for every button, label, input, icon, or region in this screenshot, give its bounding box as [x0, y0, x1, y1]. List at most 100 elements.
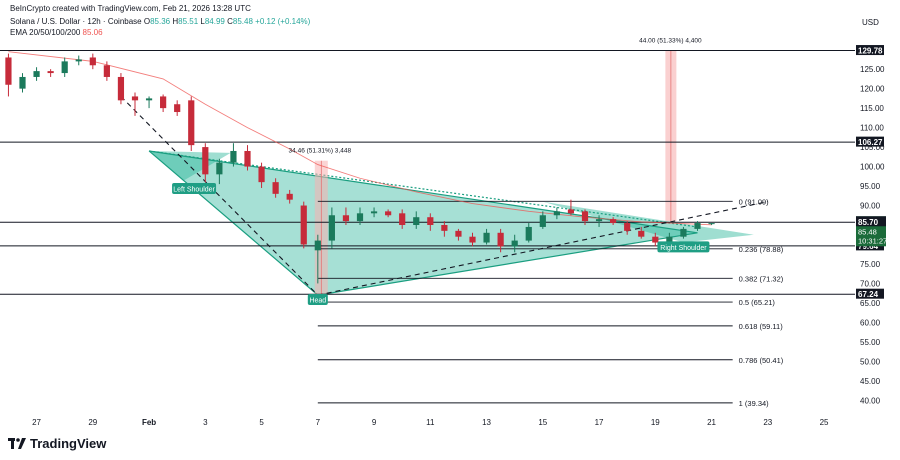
y-tick-12: 100.00 [860, 163, 885, 172]
candle-body-1 [19, 76, 26, 89]
price-tag-top-bg [856, 216, 886, 227]
x-tick-5: 7 [316, 418, 321, 427]
y-tick-13: 105.00 [860, 143, 885, 152]
y-tick-14: 110.00 [860, 124, 884, 133]
y-tick-5: 65.00 [860, 299, 881, 308]
candle-body-22 [314, 240, 321, 251]
x-tick-6: 9 [372, 418, 377, 427]
candle-body-3 [47, 71, 54, 74]
ema-value: 85.06 [82, 28, 103, 37]
x-tick-13: 23 [763, 418, 772, 427]
y-tick-4: 60.00 [860, 318, 881, 327]
candle-body-6 [89, 57, 96, 66]
y-tick-7: 75.00 [860, 260, 881, 269]
x-tick-2: Feb [142, 418, 156, 427]
candle-body-21 [300, 205, 307, 245]
candle-body-43 [610, 219, 617, 224]
fib-label-2: 0.382 (71.32) [739, 274, 784, 283]
level-tag-1-bg [856, 136, 884, 147]
x-tick-9: 15 [538, 418, 547, 427]
candle-body-20 [286, 193, 293, 200]
candle-body-7 [103, 65, 110, 77]
candle-body-13 [188, 100, 195, 146]
y-tick-11: 95.00 [860, 182, 881, 191]
y-tick-0: 40.00 [860, 396, 881, 405]
ohlc-high-label: H [172, 17, 179, 26]
y-tick-2: 50.00 [860, 357, 881, 366]
candle-body-30 [427, 217, 434, 225]
x-tick-14: 25 [820, 418, 829, 427]
candle-body-15 [216, 162, 223, 175]
candle-body-12 [174, 104, 181, 113]
candle-body-50 [708, 223, 715, 225]
left-dashed-trendline [120, 96, 319, 296]
fib-label-3: 0.5 (65.21) [739, 298, 776, 307]
candle-body-35 [497, 232, 504, 247]
level-tag-3: 67.24 [858, 290, 879, 299]
ohlc-change: +0.12 (+0.14%) [255, 17, 311, 26]
fib-label-0: 0 (91.09) [739, 197, 770, 206]
candle-body-33 [469, 236, 476, 243]
candle-body-18 [258, 166, 265, 183]
fib-label-1: 0.236 (78.88) [739, 245, 784, 254]
candle-body-36 [511, 240, 518, 247]
ohlc-close-label: C [227, 17, 233, 26]
candle-body-31 [441, 225, 448, 231]
y-tick-1: 45.00 [860, 377, 881, 386]
candle-body-49 [694, 223, 701, 229]
candle-body-10 [145, 98, 153, 101]
level-tag-3-bg [856, 288, 884, 299]
x-tick-0: 27 [32, 418, 41, 427]
x-tick-7: 11 [426, 418, 435, 427]
candle-body-24 [342, 215, 350, 222]
head-label-bg [307, 293, 328, 305]
ohlc-open-label: O [143, 17, 151, 26]
candle-body-42 [595, 219, 603, 222]
candle-body-46 [652, 236, 659, 243]
x-tick-8: 13 [482, 418, 491, 427]
y-tick-6: 70.00 [860, 279, 881, 288]
ohlc-low-label: L [200, 17, 205, 26]
candle-body-27 [385, 211, 392, 216]
measure-label-left: 34.46 (51.31%) 3,448 [289, 148, 352, 155]
candle-body-37 [525, 226, 532, 241]
symbol-name: Solana / U.S. Dollar · 12h · Coinbase [10, 17, 142, 26]
close-price-tag: 85.48 [858, 227, 877, 236]
candle-body-32 [455, 230, 462, 237]
candle-body-5 [75, 59, 82, 62]
candle-body-47 [666, 236, 673, 243]
candle-body-40 [567, 209, 575, 214]
candle-body-19 [272, 182, 279, 194]
candle-body-38 [539, 215, 546, 227]
level-tag-1: 106.27 [858, 138, 883, 147]
left-shoulder-label: Left Shoulder [173, 186, 215, 193]
current-price-tag: 85.70 [858, 218, 879, 227]
left-shoulder-triangle [149, 150, 231, 181]
ema-label: EMA 20/50/100/200 [10, 28, 81, 37]
candle-body-29 [413, 217, 420, 225]
x-tick-3: 3 [203, 418, 208, 427]
x-tick-1: 29 [88, 418, 97, 427]
candle-body-41 [581, 211, 589, 222]
candle-body-34 [483, 232, 490, 243]
candle-body-0 [5, 57, 12, 85]
head-triangle [149, 150, 698, 296]
candle-body-25 [356, 213, 364, 222]
candle-body-17 [244, 150, 251, 167]
candle-body-26 [370, 211, 378, 214]
candle-body-16 [230, 150, 237, 163]
y-tick-3: 55.00 [860, 338, 881, 347]
y-tick-15: 115.00 [860, 104, 884, 113]
chart-credit: BeInCrypto created with TradingView.com,… [10, 4, 251, 13]
candle-body-9 [131, 96, 139, 101]
fib-label-6: 1 (39.34) [739, 399, 770, 408]
x-tick-11: 19 [651, 418, 660, 427]
candle-body-14 [202, 147, 209, 175]
candle-body-48 [680, 228, 687, 237]
head-triangle-outline [148, 150, 698, 296]
candle-body-11 [160, 96, 167, 109]
y-tick-16: 120.00 [860, 85, 885, 94]
candle-body-44 [624, 223, 631, 231]
tradingview-icon [8, 437, 26, 449]
